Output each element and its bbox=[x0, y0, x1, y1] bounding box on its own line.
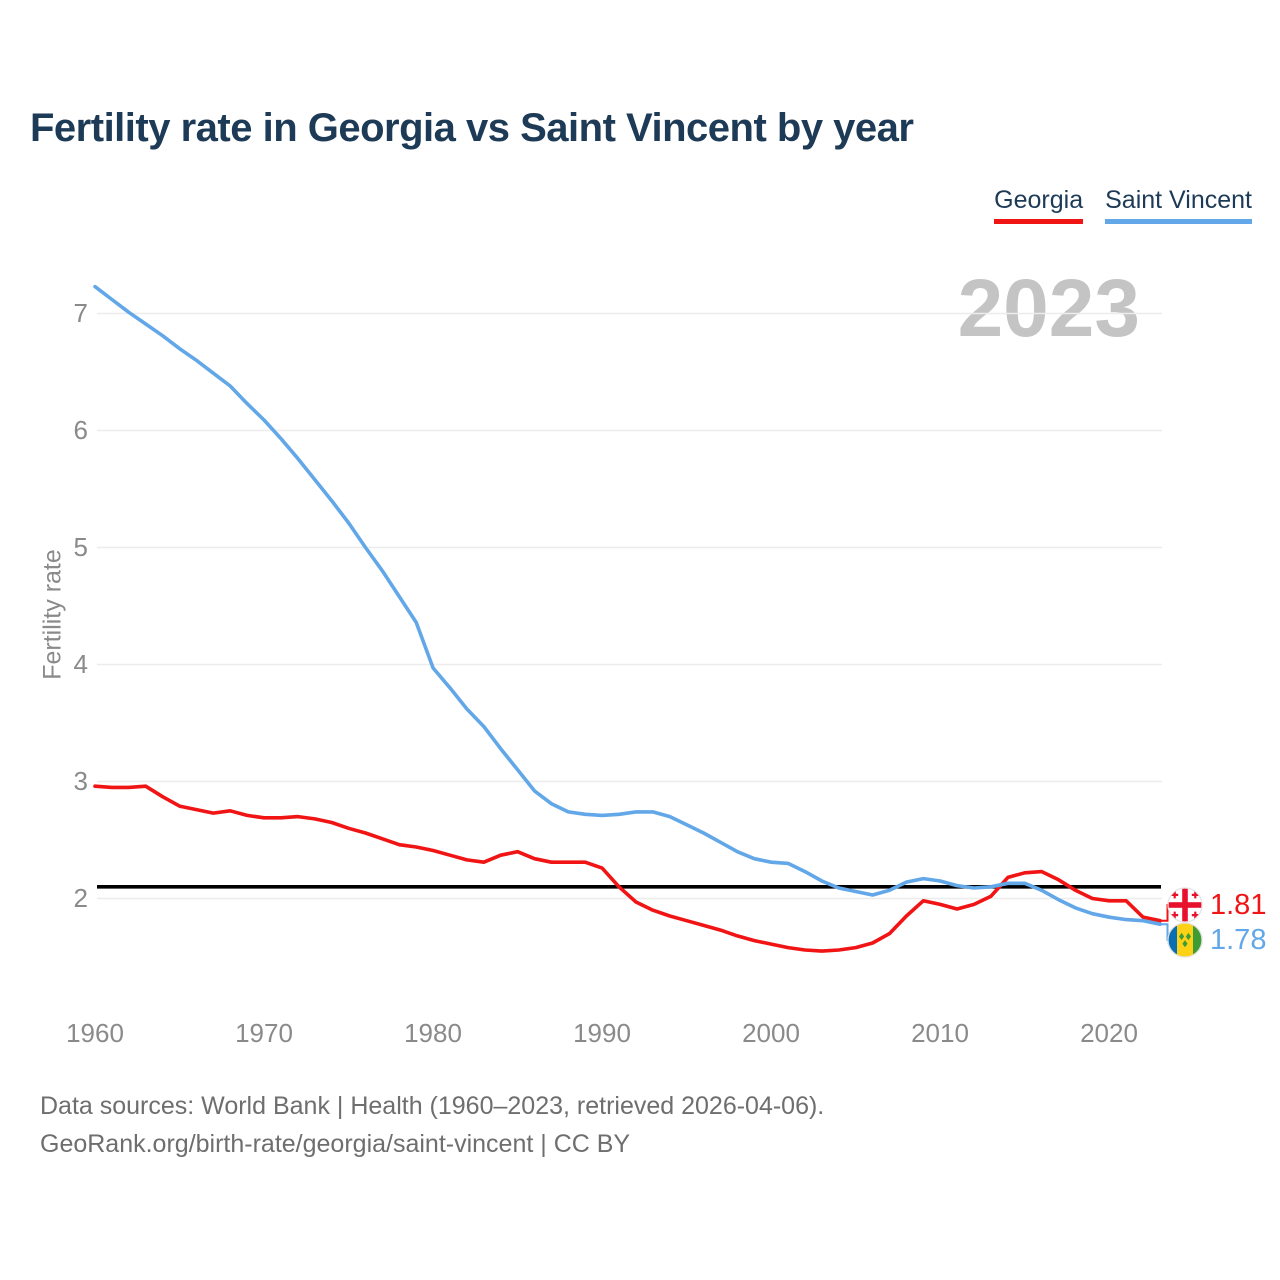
y-tick-6: 6 bbox=[73, 415, 88, 445]
legend-label-saint-vincent[interactable]: Saint Vincent bbox=[1105, 186, 1252, 224]
y-tick-5: 5 bbox=[73, 532, 88, 562]
y-tick-3: 3 bbox=[73, 766, 88, 796]
x-tick-2020: 2020 bbox=[1080, 1018, 1138, 1048]
legend-item-georgia[interactable]: Georgia bbox=[994, 186, 1084, 224]
y-tick-4: 4 bbox=[73, 649, 88, 679]
chart-legend: Georgia Saint Vincent bbox=[994, 186, 1252, 224]
x-tick-1990: 1990 bbox=[573, 1018, 631, 1048]
georgia-latest-value: 1.81 bbox=[1210, 888, 1267, 921]
georgia-flag-icon bbox=[1167, 887, 1203, 923]
watermark-year: 2023 bbox=[957, 263, 1140, 354]
legend-item-saint-vincent[interactable]: Saint Vincent bbox=[1105, 186, 1252, 224]
saint-vincent-line[interactable] bbox=[93, 284, 1162, 927]
footer-attribution: GeoRank.org/birth-rate/georgia/saint-vin… bbox=[40, 1130, 631, 1158]
chart-footer: Data sources: World Bank | Health (1960–… bbox=[40, 1087, 824, 1163]
end-label-georgia: 1.81 bbox=[1167, 887, 1266, 923]
saint-vincent-latest-value: 1.78 bbox=[1210, 923, 1267, 956]
legend-label-georgia[interactable]: Georgia bbox=[994, 186, 1084, 224]
x-tick-1980: 1980 bbox=[404, 1018, 462, 1048]
end-label-saint-vincent: 1.78 bbox=[1167, 922, 1266, 958]
x-tick-1970: 1970 bbox=[235, 1018, 293, 1048]
y-tick-2: 2 bbox=[73, 883, 88, 913]
x-tick-2010: 2010 bbox=[911, 1018, 969, 1048]
y-tick-7: 7 bbox=[73, 298, 88, 328]
footer-sources: Data sources: World Bank | Health (1960–… bbox=[40, 1092, 825, 1120]
saint-vincent-flag-icon bbox=[1167, 922, 1203, 958]
georgia-line[interactable] bbox=[93, 784, 1162, 953]
x-tick-1960: 1960 bbox=[66, 1018, 124, 1048]
x-tick-2000: 2000 bbox=[742, 1018, 800, 1048]
page-title: Fertility rate in Georgia vs Saint Vince… bbox=[30, 106, 914, 150]
